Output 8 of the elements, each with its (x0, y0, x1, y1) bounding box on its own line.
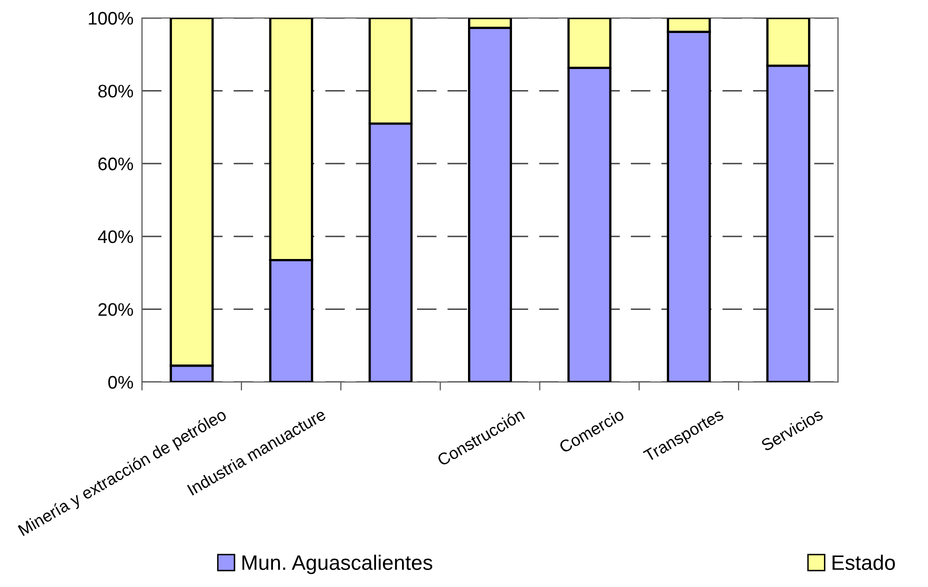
y-tick-label: 20% (98, 303, 134, 316)
y-tick-label: 60% (98, 158, 134, 170)
y-tick-label: 80% (98, 84, 134, 98)
legend-label: Mun. Aguascalientes (242, 554, 432, 574)
y-tick-label: 40% (98, 230, 134, 244)
y-tick-label: 100% (88, 12, 134, 25)
legend-label: Estado (832, 554, 895, 570)
y-tick-label: 0% (108, 376, 134, 389)
